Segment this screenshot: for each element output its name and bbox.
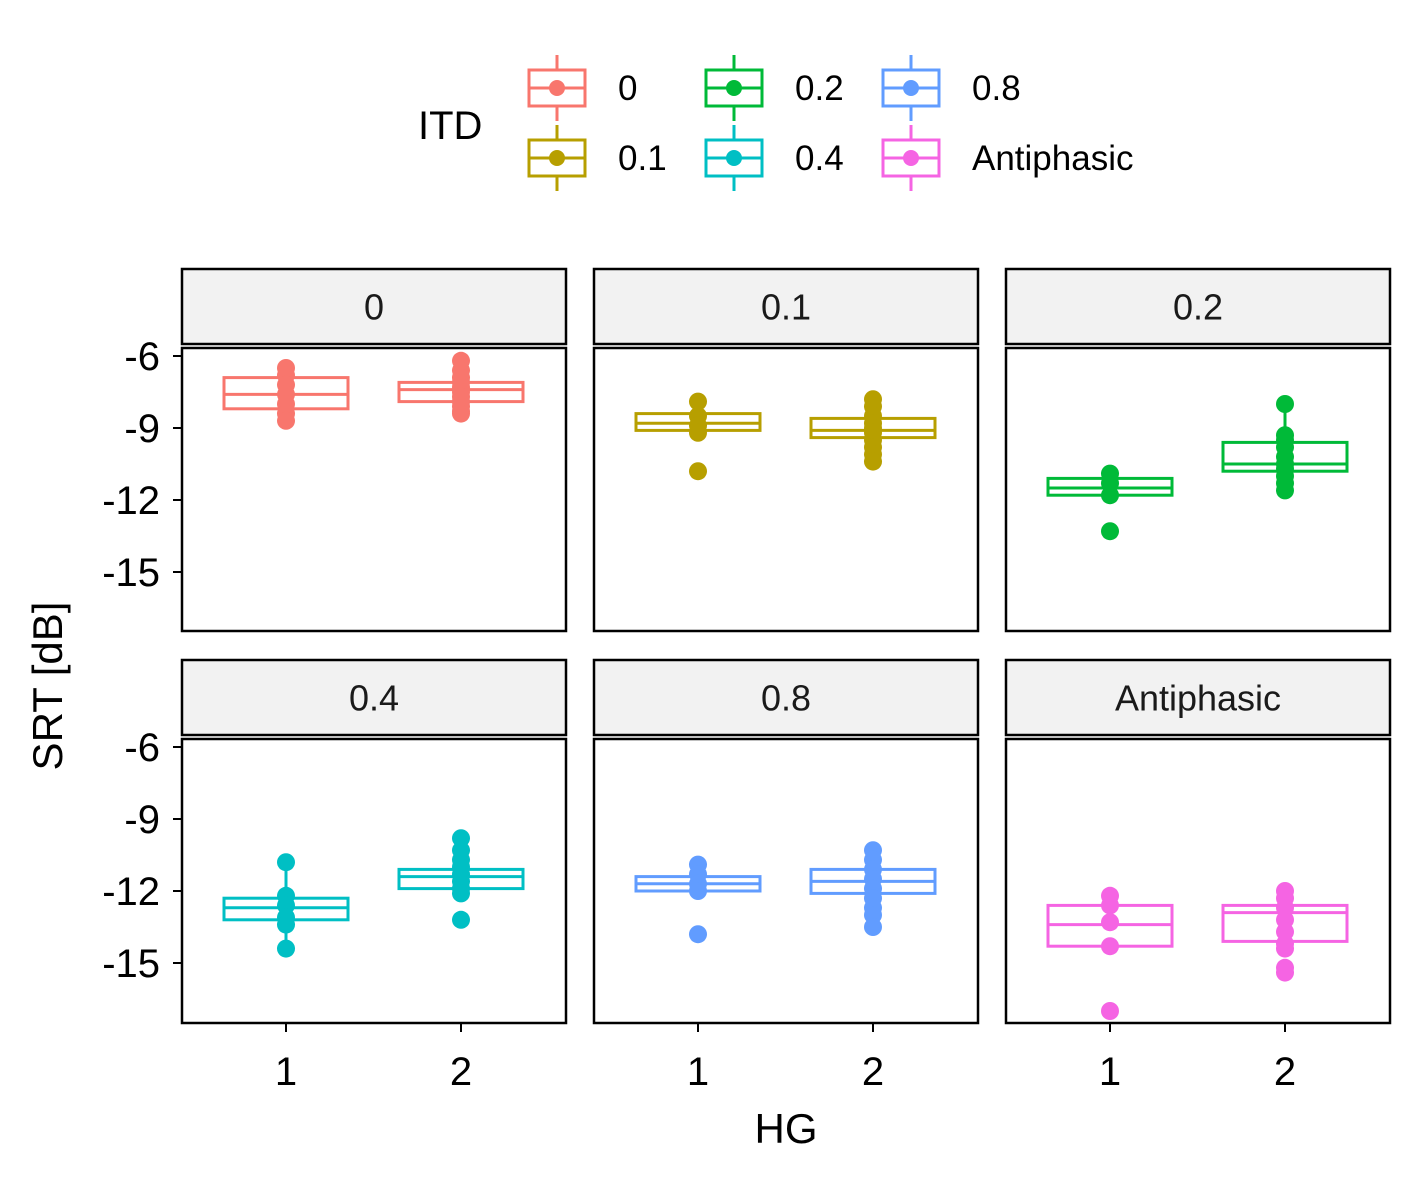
facet-panel: 0.41 2 bbox=[180, 658, 568, 1094]
data-point bbox=[1101, 937, 1119, 956]
data-point bbox=[689, 423, 707, 442]
facet-strip bbox=[180, 658, 568, 737]
facet-strip-label: 0.8 bbox=[761, 678, 811, 719]
facet-strip bbox=[592, 658, 980, 737]
x-tick-label: 2 bbox=[862, 1050, 884, 1094]
x-tick-label: 1 bbox=[687, 1050, 709, 1094]
facet-strip-label: 0 bbox=[364, 287, 384, 328]
legend-item: 0 bbox=[527, 55, 637, 121]
data-point bbox=[1276, 939, 1294, 958]
facet-panel: 0.81 2 bbox=[592, 658, 980, 1094]
data-point bbox=[452, 910, 470, 929]
legend-key-point bbox=[549, 80, 565, 96]
legend-item-label: Antiphasic bbox=[972, 139, 1133, 178]
box-group bbox=[1221, 395, 1349, 500]
facet-strip-label: Antiphasic bbox=[1115, 678, 1281, 719]
y-axis-title: SRT [dB] bbox=[24, 602, 71, 771]
legend-title: ITD bbox=[418, 104, 482, 148]
legend-item-label: 0.1 bbox=[618, 139, 667, 178]
facet-strip-label: 0.4 bbox=[349, 678, 399, 719]
legend-item: 0.2 bbox=[704, 55, 844, 121]
x-tick-label: 2 bbox=[450, 1050, 472, 1094]
y-tick-label: -9 bbox=[124, 798, 160, 842]
x-tick-label: 1 bbox=[1099, 1050, 1121, 1094]
box-group bbox=[397, 351, 525, 423]
data-point bbox=[1101, 486, 1119, 505]
y-tick-label: -6 bbox=[124, 726, 160, 770]
y-axis: -6 -9 -12 -15 bbox=[102, 335, 182, 595]
y-tick-label: -12 bbox=[102, 479, 160, 523]
facet-strip-label: 0.1 bbox=[761, 287, 811, 328]
data-point bbox=[1101, 913, 1119, 932]
facet-panel: 0 bbox=[180, 267, 568, 633]
facet-strip-label: 0.2 bbox=[1173, 287, 1223, 328]
box-group bbox=[634, 392, 762, 481]
facet-strip bbox=[1004, 658, 1392, 737]
legend-key-point bbox=[726, 150, 742, 166]
data-point bbox=[689, 925, 707, 944]
legend-key-point bbox=[726, 80, 742, 96]
box-group bbox=[397, 829, 525, 929]
y-tick-label: -15 bbox=[102, 942, 160, 986]
y-tick-label: -9 bbox=[124, 407, 160, 451]
legend-key-point bbox=[903, 150, 919, 166]
data-point bbox=[864, 452, 882, 471]
y-tick-label: -12 bbox=[102, 870, 160, 914]
facet-strip bbox=[1004, 267, 1392, 346]
legend-item: 0.8 bbox=[881, 55, 1021, 121]
y-tick-label: -15 bbox=[102, 551, 160, 595]
box-group bbox=[809, 390, 937, 471]
y-axis: -6 -9 -12 -15 bbox=[102, 726, 182, 986]
data-point bbox=[689, 882, 707, 900]
legend-item: Antiphasic bbox=[881, 125, 1133, 191]
data-point bbox=[277, 853, 295, 872]
plot-area bbox=[1004, 737, 1392, 1025]
data-point bbox=[864, 918, 882, 936]
legend-item-label: 0.2 bbox=[795, 69, 844, 108]
facet-panel: 0.1 bbox=[592, 267, 980, 633]
box-group bbox=[222, 359, 350, 430]
data-point bbox=[1101, 1002, 1119, 1020]
legend: ITD 0 0.1 0.2 0.4 0.8 Antiphasic bbox=[418, 55, 1133, 191]
data-point bbox=[1276, 481, 1294, 500]
data-point bbox=[1276, 395, 1294, 413]
box-group bbox=[222, 853, 350, 958]
facet-strip bbox=[180, 267, 568, 346]
data-point bbox=[689, 392, 707, 411]
legend-item-label: 0.8 bbox=[972, 69, 1021, 108]
legend-key-point bbox=[549, 150, 565, 166]
plot-area bbox=[592, 346, 980, 633]
legend-key-point bbox=[903, 80, 919, 96]
box-group bbox=[809, 841, 937, 936]
data-point bbox=[277, 411, 295, 430]
data-point bbox=[1101, 896, 1119, 915]
legend-item-label: 0.4 bbox=[795, 139, 844, 178]
data-point bbox=[277, 939, 295, 958]
x-tick-label: 2 bbox=[1274, 1050, 1296, 1094]
data-point bbox=[689, 462, 707, 481]
legend-item-label: 0 bbox=[618, 69, 637, 108]
facet-strip bbox=[592, 267, 980, 346]
x-axis-title: HG bbox=[755, 1105, 818, 1152]
y-tick-label: -6 bbox=[124, 335, 160, 379]
facet-panel: 0.2 bbox=[1004, 267, 1392, 633]
legend-item: 0.1 bbox=[527, 125, 667, 191]
box-group bbox=[634, 855, 762, 944]
box-group bbox=[1221, 882, 1349, 982]
box-group bbox=[1046, 464, 1174, 541]
x-tick-label: 1 bbox=[275, 1050, 297, 1094]
legend-item: 0.4 bbox=[704, 125, 844, 191]
data-point bbox=[1276, 963, 1294, 982]
box-group bbox=[1046, 886, 1174, 1020]
data-point bbox=[452, 884, 470, 903]
data-point bbox=[452, 404, 470, 423]
data-point bbox=[277, 915, 295, 934]
data-point bbox=[1101, 522, 1119, 541]
